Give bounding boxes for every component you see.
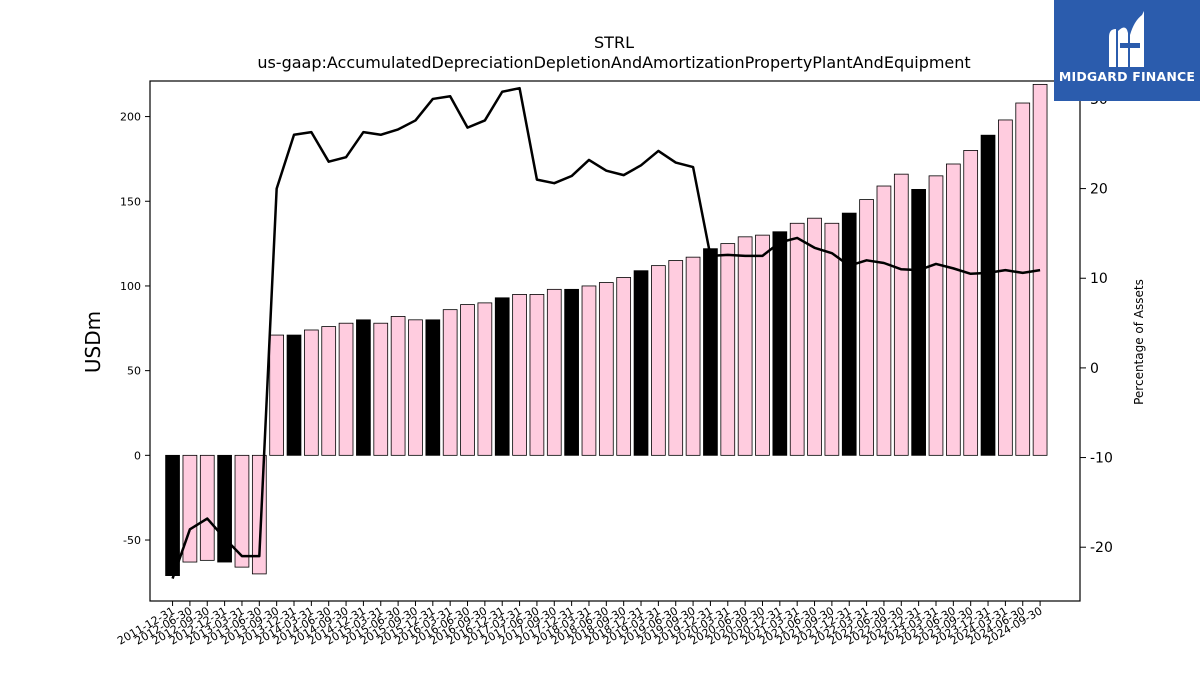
bar bbox=[668, 260, 684, 456]
bar bbox=[390, 316, 406, 456]
midgard-finance-logo: MIDGARD FINANCE bbox=[1054, 0, 1200, 101]
bar bbox=[703, 248, 718, 456]
bar bbox=[841, 212, 857, 456]
bar bbox=[651, 265, 666, 456]
y2-tick-label: 20 bbox=[1090, 182, 1108, 198]
bar bbox=[720, 243, 736, 456]
bar bbox=[165, 454, 180, 576]
y2-tick-label: -20 bbox=[1090, 540, 1113, 556]
y-tick-label: 100 bbox=[120, 280, 141, 293]
bar bbox=[789, 222, 805, 456]
bars-group bbox=[165, 83, 1048, 576]
bar bbox=[408, 319, 423, 456]
bar bbox=[512, 294, 527, 456]
bar bbox=[425, 319, 441, 456]
bar bbox=[269, 334, 285, 456]
bar bbox=[529, 294, 545, 456]
bar bbox=[581, 285, 597, 456]
chart-subtitle: us-gaap:AccumulatedDepreciationDepletion… bbox=[257, 53, 970, 72]
bar bbox=[824, 222, 840, 456]
bar bbox=[633, 270, 649, 456]
logo-text: MIDGARD FINANCE bbox=[1058, 69, 1196, 84]
axes-group: -50050100150200-20-1001020302011-12-3120… bbox=[115, 80, 1113, 648]
bar bbox=[772, 231, 788, 456]
bar bbox=[859, 199, 874, 456]
logo-mark-icon bbox=[1109, 11, 1144, 68]
bar bbox=[737, 236, 753, 456]
bar bbox=[911, 188, 926, 456]
bar bbox=[685, 256, 701, 456]
bar bbox=[928, 175, 944, 456]
y2-tick-label: -10 bbox=[1090, 451, 1113, 467]
bar bbox=[1032, 83, 1048, 456]
bar bbox=[442, 309, 458, 456]
y-axis-label: USDm bbox=[81, 311, 105, 373]
bar bbox=[1015, 102, 1031, 456]
bar bbox=[598, 282, 614, 456]
bar bbox=[199, 454, 215, 561]
bar bbox=[286, 334, 302, 456]
bar bbox=[807, 217, 822, 456]
bar bbox=[755, 234, 770, 456]
bar bbox=[893, 173, 909, 456]
chart-title: STRL bbox=[594, 33, 634, 52]
line-group bbox=[171, 86, 1041, 580]
bar bbox=[477, 302, 493, 456]
y-tick-label: 150 bbox=[120, 195, 141, 208]
y-tick-label: 50 bbox=[127, 365, 141, 378]
bar bbox=[356, 319, 371, 456]
bar bbox=[946, 163, 961, 456]
bar bbox=[998, 119, 1013, 456]
bar bbox=[321, 326, 337, 456]
bar bbox=[564, 288, 579, 456]
bar bbox=[373, 322, 389, 456]
bar bbox=[876, 185, 892, 456]
percentage-line bbox=[171, 86, 1041, 580]
bar bbox=[217, 454, 232, 563]
bar bbox=[963, 150, 979, 456]
y-tick-label: 0 bbox=[134, 449, 141, 462]
y-tick-label: 200 bbox=[120, 111, 141, 124]
y-tick-label: -50 bbox=[123, 534, 141, 547]
bar bbox=[546, 288, 562, 456]
plot-frame bbox=[149, 80, 1081, 602]
bar bbox=[182, 454, 198, 563]
bar bbox=[234, 454, 250, 568]
bar bbox=[494, 297, 510, 456]
bar bbox=[460, 304, 475, 456]
bar bbox=[338, 322, 354, 456]
y2-tick-label: 0 bbox=[1090, 361, 1099, 377]
bar bbox=[616, 277, 632, 456]
bar bbox=[980, 134, 996, 456]
bar bbox=[304, 329, 319, 456]
y2-axis-label: Percentage of Assets bbox=[1132, 279, 1146, 405]
y2-tick-label: 10 bbox=[1090, 271, 1108, 287]
